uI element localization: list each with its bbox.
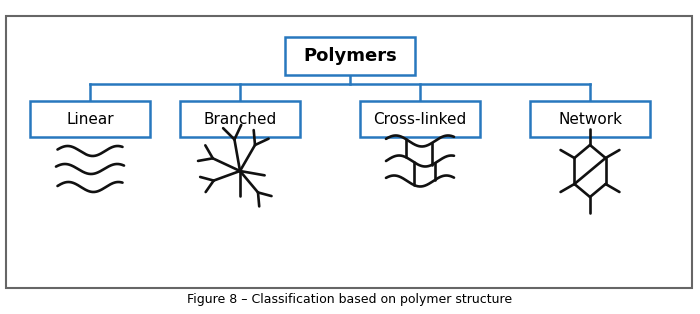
Text: Branched: Branched — [204, 111, 276, 127]
FancyBboxPatch shape — [180, 101, 300, 137]
FancyBboxPatch shape — [30, 101, 150, 137]
Text: Figure 8 – Classification based on polymer structure: Figure 8 – Classification based on polym… — [188, 294, 512, 306]
Text: Cross-linked: Cross-linked — [373, 111, 467, 127]
FancyBboxPatch shape — [6, 16, 692, 288]
FancyBboxPatch shape — [360, 101, 480, 137]
FancyBboxPatch shape — [530, 101, 650, 137]
Text: Network: Network — [558, 111, 622, 127]
FancyBboxPatch shape — [285, 37, 415, 75]
Text: Polymers: Polymers — [303, 47, 397, 65]
Text: Linear: Linear — [66, 111, 114, 127]
